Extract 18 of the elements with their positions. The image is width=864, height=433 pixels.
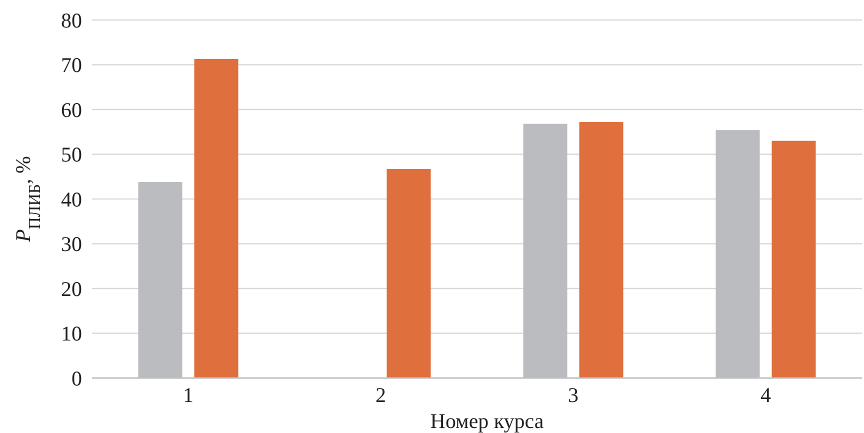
y-tick-label: 20 bbox=[61, 276, 82, 301]
y-tick-label: 50 bbox=[61, 142, 82, 167]
y-tick-label: 30 bbox=[61, 232, 82, 256]
bar bbox=[386, 169, 431, 378]
bar bbox=[772, 140, 816, 378]
y-tick-label: 0 bbox=[72, 366, 82, 390]
x-axis-title: Номер курса bbox=[430, 409, 544, 433]
y-tick-label: 80 bbox=[61, 8, 82, 32]
bar bbox=[194, 58, 238, 378]
x-tick-label: 1 bbox=[183, 383, 194, 407]
x-tick-label: 4 bbox=[760, 383, 772, 407]
x-tick-label: 3 bbox=[568, 383, 578, 407]
y-tick-label: 40 bbox=[61, 187, 82, 212]
bar bbox=[579, 122, 624, 378]
x-tick-label: 2 bbox=[376, 383, 386, 407]
y-tick-label: 10 bbox=[61, 322, 82, 346]
y-tick-label: 60 bbox=[61, 98, 82, 122]
y-tick-label: 70 bbox=[61, 53, 82, 78]
